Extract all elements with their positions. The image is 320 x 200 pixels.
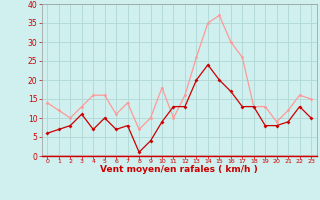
X-axis label: Vent moyen/en rafales ( km/h ): Vent moyen/en rafales ( km/h )	[100, 165, 258, 174]
